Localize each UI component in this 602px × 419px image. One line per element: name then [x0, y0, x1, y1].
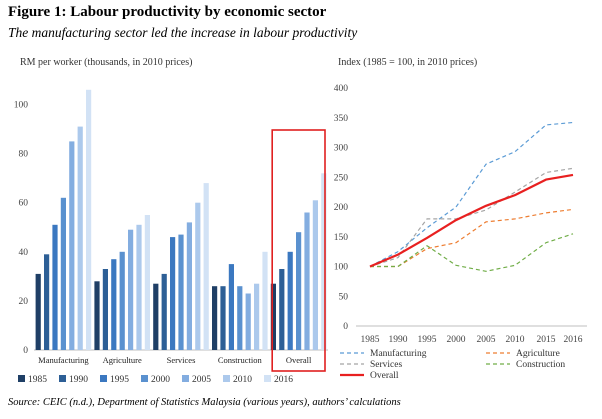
bar-chart-axis-label: RM per worker (thousands, in 2010 prices…	[20, 57, 193, 68]
line-x-tick-2000: 2000	[447, 335, 466, 345]
line-y-tick-50: 50	[339, 292, 349, 302]
line-y-tick-0: 0	[343, 322, 348, 332]
overall-highlight-box	[271, 129, 326, 372]
line-series-agriculture	[370, 208, 574, 268]
legend-label-2016: 2016	[274, 375, 293, 385]
bar-category-label-overall: Overall	[286, 355, 312, 365]
bar-services-2000	[178, 234, 184, 350]
bar-services-1990	[161, 273, 167, 350]
source-note: Source: CEIC (n.d.), Department of Stati…	[8, 397, 401, 408]
bar-category-label-construction: Construction	[218, 355, 263, 365]
bar-construction-1990	[220, 286, 226, 350]
bar-services-2005	[186, 222, 192, 350]
bar-overall-2000	[296, 232, 302, 350]
legend-swatch-2000	[141, 375, 148, 382]
bar-construction-2010	[254, 283, 260, 350]
bar-agriculture-2010	[136, 224, 142, 350]
line-legend-label-agriculture: Agriculture	[516, 349, 560, 359]
bar-manufacturing-2005	[69, 141, 75, 350]
bar-construction-1985	[212, 286, 218, 350]
line-x-tick-1995: 1995	[418, 335, 437, 345]
legend-swatch-1995	[100, 375, 107, 382]
line-x-tick-1990: 1990	[389, 335, 408, 345]
bar-y-tick-80: 80	[19, 150, 29, 160]
legend-swatch-1985	[18, 375, 25, 382]
line-chart-axis-label: Index (1985 = 100, in 2010 prices)	[338, 57, 478, 68]
line-y-tick-300: 300	[334, 144, 349, 154]
line-y-tick-250: 250	[334, 173, 349, 183]
bar-services-2016	[203, 183, 209, 350]
figure-title: Figure 1: Labour productivity by economi…	[8, 4, 327, 20]
bar-services-1985	[153, 283, 159, 350]
legend-swatch-2010	[223, 375, 230, 382]
bar-overall-1990	[279, 269, 285, 350]
line-legend-label-overall: Overall	[370, 371, 399, 381]
bar-chart: 0 20 40 60 80 100 Manufacturing Agriculture Serv…	[14, 89, 328, 385]
bar-overall-2005	[304, 212, 310, 350]
bar-overall-1985	[270, 283, 276, 350]
line-y-tick-350: 350	[334, 114, 349, 124]
line-series-manufacturing	[369, 121, 574, 268]
bar-agriculture-2000	[119, 251, 125, 350]
bar-y-tick-20: 20	[19, 297, 29, 307]
line-x-tick-2015: 2015	[537, 335, 556, 345]
bar-category-label-services: Services	[167, 355, 196, 365]
line-x-tick-2010: 2010	[506, 335, 525, 345]
legend-swatch-1990	[59, 375, 66, 382]
bar-construction-2000	[237, 286, 243, 350]
line-y-tick-400: 400	[334, 84, 349, 94]
bar-y-tick-100: 100	[14, 101, 29, 111]
line-series-overall	[369, 173, 574, 268]
bar-services-1995	[170, 237, 176, 350]
legend-label-2000: 2000	[151, 375, 170, 385]
bar-manufacturing-2010	[77, 126, 83, 350]
bar-agriculture-1995	[111, 259, 117, 350]
line-chart: 0 50 100 150 200 250 300 350 400 1985 1990 1995 2000…	[334, 84, 587, 381]
bar-manufacturing-1995	[52, 224, 58, 350]
bar-construction-2016	[262, 251, 268, 350]
legend-label-1990: 1990	[69, 375, 88, 385]
bar-construction-2005	[245, 293, 251, 350]
bar-category-label-agriculture: Agriculture	[103, 355, 142, 365]
bar-agriculture-1990	[102, 269, 108, 350]
bar-agriculture-2005	[128, 229, 134, 350]
bar-y-tick-60: 60	[19, 199, 29, 209]
bar-agriculture-1985	[94, 281, 100, 350]
bar-overall-2016	[321, 173, 327, 350]
bar-manufacturing-1990	[44, 254, 50, 350]
legend-label-1995: 1995	[110, 375, 129, 385]
bar-y-tick-0: 0	[23, 346, 28, 356]
bar-services-2010	[195, 202, 201, 350]
legend-label-2005: 2005	[192, 375, 211, 385]
figure-subtitle: The manufacturing sector led the increas…	[8, 25, 358, 40]
line-x-tick-2016: 2016	[564, 335, 583, 345]
line-x-tick-2005: 2005	[477, 335, 496, 345]
bar-overall-1995	[287, 251, 293, 350]
line-y-tick-150: 150	[334, 233, 349, 243]
legend-swatch-2005	[182, 375, 189, 382]
bar-category-label-manufacturing: Manufacturing	[38, 355, 89, 365]
bar-overall-2010	[312, 200, 318, 350]
bar-manufacturing-1985	[35, 273, 41, 350]
line-legend-label-manufacturing: Manufacturing	[370, 348, 427, 359]
bar-manufacturing-2000	[60, 197, 66, 350]
line-series-construction	[370, 233, 574, 272]
line-y-tick-100: 100	[334, 263, 349, 273]
legend-label-1985: 1985	[28, 375, 47, 385]
bar-manufacturing-2016	[86, 89, 92, 351]
line-x-tick-1985: 1985	[361, 335, 380, 345]
bar-construction-1995	[228, 264, 234, 350]
bar-y-tick-40: 40	[19, 248, 29, 258]
bar-agriculture-2016	[144, 215, 150, 350]
line-legend-label-services: Services	[370, 360, 402, 370]
line-y-tick-200: 200	[334, 203, 349, 213]
legend-label-2010: 2010	[233, 375, 252, 385]
legend-swatch-2016	[264, 375, 271, 382]
line-series-services	[369, 167, 574, 268]
line-legend-label-construction: Construction	[516, 360, 565, 370]
